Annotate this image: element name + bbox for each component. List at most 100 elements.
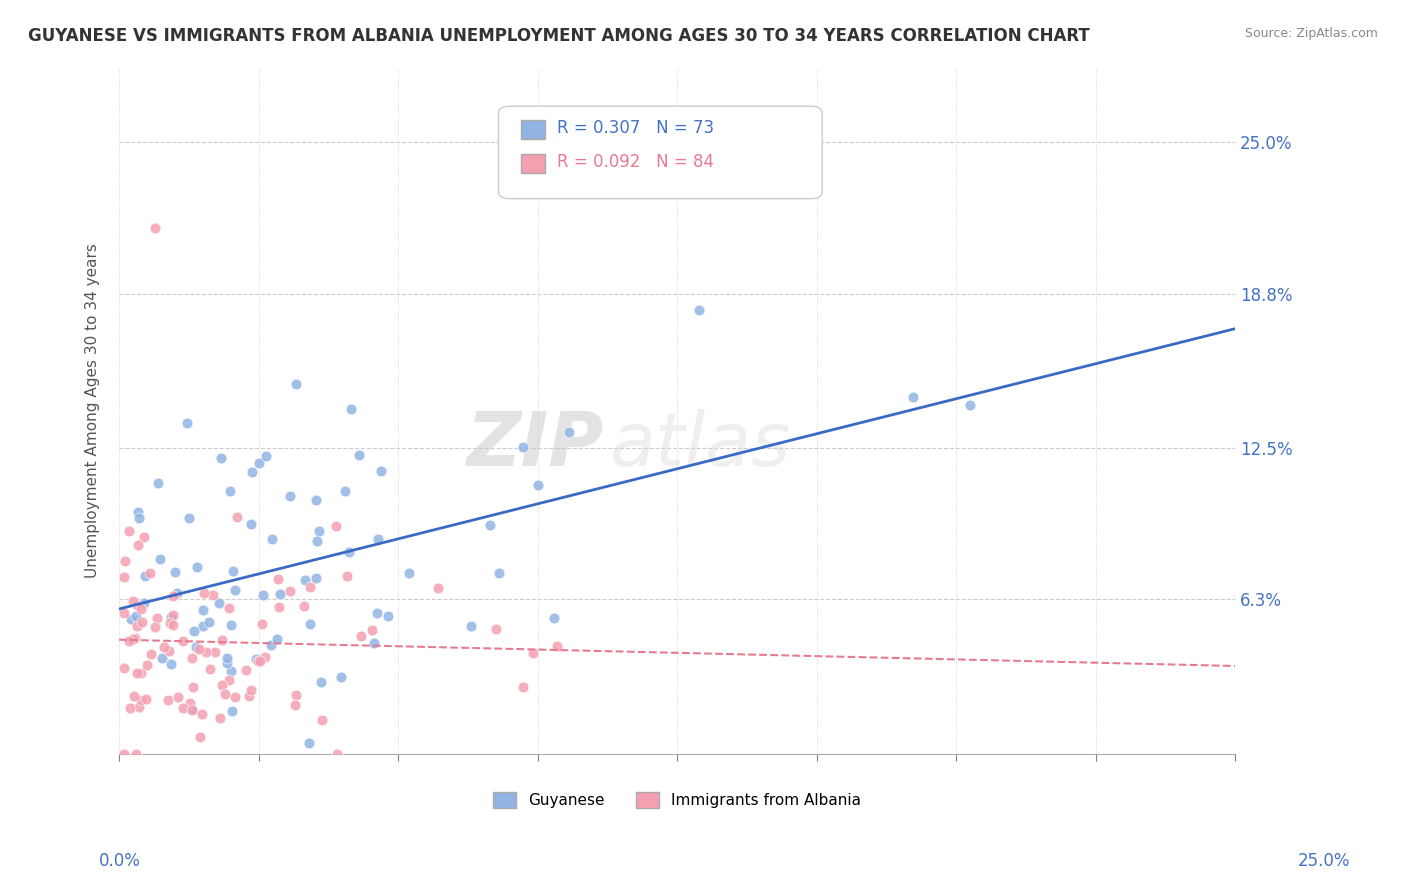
FancyBboxPatch shape bbox=[520, 154, 546, 173]
Point bbox=[512, 681, 534, 695]
Point bbox=[204, 645, 226, 659]
Point bbox=[479, 518, 502, 533]
Point bbox=[235, 663, 257, 677]
Point bbox=[688, 303, 710, 318]
Point bbox=[160, 657, 183, 671]
Point bbox=[426, 581, 449, 595]
Point bbox=[292, 599, 315, 613]
Point bbox=[245, 652, 267, 666]
Point bbox=[179, 696, 201, 710]
Point bbox=[139, 566, 162, 580]
Point bbox=[198, 615, 221, 629]
Point bbox=[294, 574, 316, 588]
Point bbox=[208, 710, 231, 724]
Point bbox=[166, 690, 188, 704]
Point bbox=[122, 632, 145, 647]
Point bbox=[298, 581, 321, 595]
Point bbox=[247, 456, 270, 470]
Text: 25.0%: 25.0% bbox=[1298, 852, 1350, 870]
Text: ZIP: ZIP bbox=[467, 409, 605, 482]
Point bbox=[176, 416, 198, 430]
Point bbox=[162, 618, 184, 632]
Point bbox=[522, 646, 544, 660]
Point bbox=[135, 691, 157, 706]
Point bbox=[143, 620, 166, 634]
Point bbox=[311, 713, 333, 727]
Point bbox=[112, 747, 135, 761]
Point bbox=[214, 687, 236, 701]
Point bbox=[226, 510, 249, 524]
Point bbox=[260, 532, 283, 546]
Point bbox=[152, 651, 174, 665]
Point bbox=[350, 629, 373, 643]
Point bbox=[298, 617, 321, 632]
Point bbox=[112, 570, 135, 584]
Point bbox=[309, 675, 332, 690]
Point bbox=[398, 566, 420, 580]
Point bbox=[254, 449, 277, 463]
Point bbox=[127, 599, 149, 613]
Point bbox=[181, 703, 204, 717]
Text: GUYANESE VS IMMIGRANTS FROM ALBANIA UNEMPLOYMENT AMONG AGES 30 TO 34 YEARS CORRE: GUYANESE VS IMMIGRANTS FROM ALBANIA UNEM… bbox=[28, 27, 1090, 45]
Point bbox=[180, 651, 202, 665]
Point bbox=[211, 678, 233, 692]
Point bbox=[165, 565, 187, 579]
Point bbox=[267, 600, 290, 615]
Point bbox=[125, 619, 148, 633]
Point bbox=[218, 601, 240, 615]
Point bbox=[139, 648, 162, 662]
Point bbox=[198, 662, 221, 676]
Point bbox=[122, 594, 145, 608]
Point bbox=[195, 645, 218, 659]
Point bbox=[183, 624, 205, 638]
Point bbox=[304, 571, 326, 585]
Point bbox=[217, 651, 239, 665]
Point bbox=[221, 704, 243, 718]
Point bbox=[191, 707, 214, 722]
Point bbox=[377, 608, 399, 623]
Point bbox=[157, 644, 180, 658]
Point bbox=[558, 425, 581, 439]
Point bbox=[136, 658, 159, 673]
Point bbox=[269, 587, 291, 601]
Point bbox=[367, 533, 389, 547]
Point bbox=[211, 632, 233, 647]
Point bbox=[370, 464, 392, 478]
Point bbox=[460, 619, 482, 633]
Point bbox=[124, 632, 146, 646]
Point bbox=[112, 660, 135, 674]
Point bbox=[363, 635, 385, 649]
Point bbox=[526, 478, 548, 492]
Point bbox=[125, 609, 148, 624]
FancyBboxPatch shape bbox=[499, 106, 823, 199]
Point bbox=[512, 440, 534, 454]
Point bbox=[224, 690, 246, 705]
Point bbox=[157, 693, 180, 707]
Point bbox=[305, 493, 328, 508]
Point bbox=[247, 654, 270, 668]
Point bbox=[308, 524, 330, 538]
Point bbox=[488, 566, 510, 581]
Point bbox=[127, 505, 149, 519]
Point bbox=[162, 589, 184, 603]
Point bbox=[336, 568, 359, 582]
Point bbox=[238, 689, 260, 703]
Point bbox=[340, 402, 363, 417]
Point bbox=[284, 698, 307, 713]
Point bbox=[278, 583, 301, 598]
Point bbox=[209, 451, 232, 466]
Point bbox=[172, 633, 194, 648]
Point bbox=[146, 476, 169, 491]
Text: R = 0.307   N = 73: R = 0.307 N = 73 bbox=[557, 120, 714, 137]
Point bbox=[193, 603, 215, 617]
Point bbox=[134, 569, 156, 583]
Point bbox=[112, 606, 135, 620]
Point bbox=[181, 680, 204, 694]
Point bbox=[285, 377, 308, 392]
Point bbox=[187, 641, 209, 656]
Text: atlas: atlas bbox=[610, 409, 792, 482]
Point bbox=[267, 572, 290, 586]
Point bbox=[124, 689, 146, 703]
Point bbox=[219, 664, 242, 678]
Point bbox=[131, 693, 153, 707]
